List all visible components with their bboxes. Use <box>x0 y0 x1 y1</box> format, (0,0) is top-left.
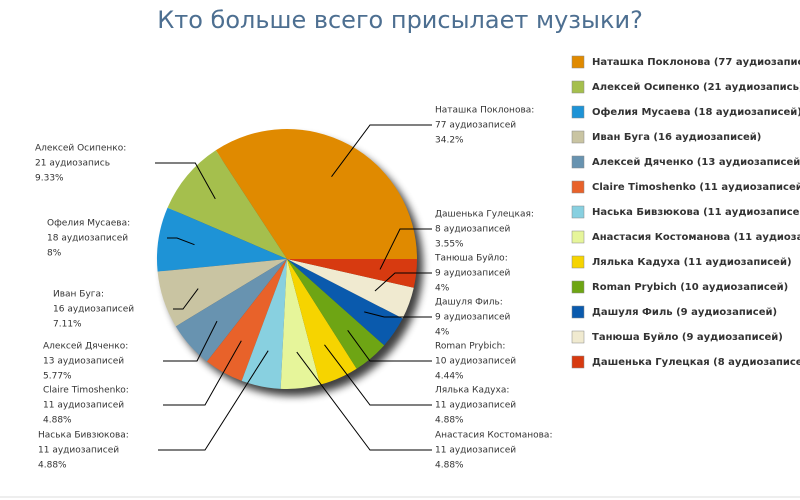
data-label: 7.11% <box>53 320 82 330</box>
leader-line <box>296 351 432 451</box>
data-label: Иван Буга: <box>53 290 104 300</box>
legend-label: Танюша Буйло (9 аудиозаписей) <box>592 332 783 343</box>
pie-slice <box>157 259 287 327</box>
data-label: Наська Бивзюкова: <box>38 431 129 441</box>
pie-slice <box>287 259 417 288</box>
pie-slice <box>287 259 357 385</box>
legend-swatch <box>571 130 585 144</box>
pie-slice <box>206 259 287 381</box>
data-label: 11 аудиозаписей <box>435 446 516 456</box>
pie-slice <box>287 259 403 346</box>
pie-slice <box>241 259 287 389</box>
data-label: 4.88% <box>435 461 464 471</box>
data-label: Наташка Поклонова: <box>435 106 534 116</box>
data-label: 11 аудиозаписей <box>43 401 124 411</box>
legend-swatch <box>571 305 585 319</box>
legend-swatch <box>571 180 585 194</box>
data-label: 10 аудиозаписей <box>435 357 516 367</box>
leader-line <box>155 162 216 200</box>
legend-swatch <box>571 80 585 94</box>
legend-label: Иван Буга (16 аудиозаписей) <box>592 132 761 143</box>
pie-slice <box>287 259 385 369</box>
leader-line <box>173 288 199 310</box>
pie-slice <box>280 259 321 389</box>
leader-line <box>379 228 432 270</box>
legend-swatch <box>571 330 585 344</box>
leader-line <box>324 344 432 406</box>
leader-line <box>347 329 432 362</box>
data-label: 4% <box>435 284 450 294</box>
data-label: Дашуля Филь: <box>435 298 503 308</box>
leader-line <box>163 320 218 362</box>
pie-slice <box>175 259 287 362</box>
data-label: 13 аудиозаписей <box>43 357 124 367</box>
pie-slice <box>215 129 417 259</box>
leader-line <box>163 340 242 406</box>
data-label: 3.55% <box>435 240 464 250</box>
data-label: 8 аудиозаписей <box>435 225 511 235</box>
data-label: Танюша Буйло: <box>434 254 508 264</box>
legend-label: Наська Бивзюкова (11 аудиозаписей) <box>592 207 800 218</box>
data-label: 4% <box>435 328 450 338</box>
data-label: 4.44% <box>435 372 464 382</box>
data-label: 9.33% <box>35 174 64 184</box>
legend-label: Алексей Осипенко (21 аудиозапись) <box>592 82 800 93</box>
legend-swatch <box>571 255 585 269</box>
legend-swatch <box>571 105 585 119</box>
pie-slice <box>156 207 287 272</box>
legend-swatch <box>571 280 585 294</box>
legend-label: Дашуля Филь (9 аудиозаписей) <box>592 307 777 318</box>
data-label: Алексей Осипенко: <box>35 144 126 154</box>
legend-label: Дашенька Гулецкая (8 аудиозаписей) <box>592 357 800 368</box>
data-label: Дашенька Гулецкая: <box>435 210 534 220</box>
legend-swatch <box>571 55 585 69</box>
data-label: 16 аудиозаписей <box>53 305 134 315</box>
legend-label: Анастасия Костоманова (11 аудиозаписей) <box>592 232 800 243</box>
data-label: 4.88% <box>43 416 72 426</box>
data-label: 8% <box>47 249 62 259</box>
leader-line <box>374 272 432 292</box>
legend-swatch <box>571 230 585 244</box>
data-label: Лялька Кадуха: <box>435 386 509 396</box>
legend-swatch <box>571 355 585 369</box>
legend-label: Roman Prybich (10 аудиозаписей) <box>592 282 788 293</box>
data-label: 34.2% <box>435 136 464 146</box>
chart-title: Кто больше всего присылает музыки? <box>157 6 643 34</box>
data-label: Алексей Дяченко: <box>43 342 128 352</box>
data-label: 4.88% <box>38 461 67 471</box>
data-label: 9 аудиозаписей <box>435 313 511 323</box>
data-label: 77 аудиозаписей <box>435 121 516 131</box>
legend-label: Наташка Поклонова (77 аудиозаписей) <box>592 57 800 68</box>
legend-label: Офелия Мусаева (18 аудиозаписей) <box>592 106 800 118</box>
leader-line <box>331 124 432 177</box>
data-label: 4.88% <box>435 416 464 426</box>
pie-slice <box>167 150 287 259</box>
data-label: 21 аудиозапись <box>35 159 110 169</box>
legend-swatch <box>571 205 585 219</box>
pie-slice <box>287 259 414 319</box>
legend-swatch <box>571 155 585 169</box>
data-label: Анастасия Костоманова: <box>435 431 552 441</box>
legend-label: Лялька Кадуха (11 аудиозаписей) <box>592 257 792 268</box>
data-label: 11 аудиозаписей <box>435 401 516 411</box>
data-label: 9 аудиозаписей <box>435 269 511 279</box>
data-label: Roman Prybich: <box>435 342 505 352</box>
data-label: Claire Timoshenko: <box>43 386 129 396</box>
leader-line <box>167 237 195 246</box>
data-label: 11 аудиозаписей <box>38 446 119 456</box>
legend-label: Алексей Дяченко (13 аудиозаписей) <box>592 157 800 168</box>
data-label: 18 аудиозаписей <box>47 234 128 244</box>
data-label: Офелия Мусаева: <box>47 219 130 229</box>
legend-label: Claire Timoshenko (11 аудиозаписей) <box>592 182 800 193</box>
data-label: 5.77% <box>43 372 72 382</box>
leader-line <box>364 311 432 318</box>
leader-line <box>158 350 269 451</box>
